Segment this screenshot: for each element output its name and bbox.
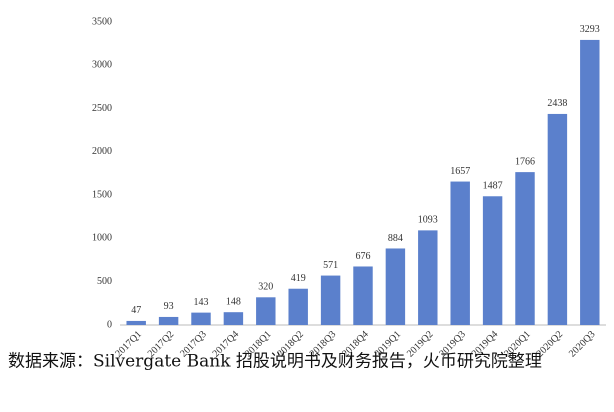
bar <box>256 297 276 325</box>
bar <box>158 316 179 325</box>
y-tick-label: 0 <box>107 319 112 330</box>
bar <box>288 288 308 325</box>
bar <box>320 275 341 325</box>
source-note: 数据来源：Silvergate Bank 招股说明书及财务报告，火币研究院整理 <box>8 352 542 372</box>
data-label: 2438 <box>547 98 567 109</box>
y-tick-label: 3000 <box>92 60 112 71</box>
bar <box>385 248 406 325</box>
bar <box>482 196 503 325</box>
data-label: 676 <box>356 251 371 262</box>
data-label: 1766 <box>515 156 535 167</box>
x-tick-label: 2020Q3 <box>567 329 598 360</box>
data-label: 1093 <box>418 215 438 226</box>
y-tick-label: 3500 <box>92 16 112 27</box>
bar <box>418 230 438 325</box>
bar <box>353 266 373 325</box>
y-tick-label: 1000 <box>92 233 112 244</box>
bar <box>223 312 244 325</box>
y-tick-label: 2000 <box>92 146 112 157</box>
y-tick-label: 1500 <box>92 189 112 200</box>
bar <box>450 181 470 325</box>
data-label: 884 <box>388 233 403 244</box>
x-tick-label: 2020Q2 <box>535 329 566 360</box>
y-tick-label: 2500 <box>92 103 112 114</box>
bar <box>191 312 211 325</box>
bar <box>580 39 600 325</box>
bar <box>547 113 568 325</box>
y-tick-label: 500 <box>97 276 112 287</box>
bar <box>126 320 146 325</box>
data-label: 148 <box>226 296 241 307</box>
data-label: 419 <box>291 273 306 284</box>
data-label: 571 <box>323 260 338 271</box>
data-label: 143 <box>194 297 209 308</box>
data-label: 1487 <box>483 181 503 192</box>
data-label: 93 <box>164 301 174 312</box>
data-label: 47 <box>131 305 141 316</box>
data-label: 1657 <box>450 166 470 177</box>
bar <box>515 172 535 325</box>
data-label: 320 <box>258 282 273 293</box>
data-label: 3293 <box>580 24 600 35</box>
